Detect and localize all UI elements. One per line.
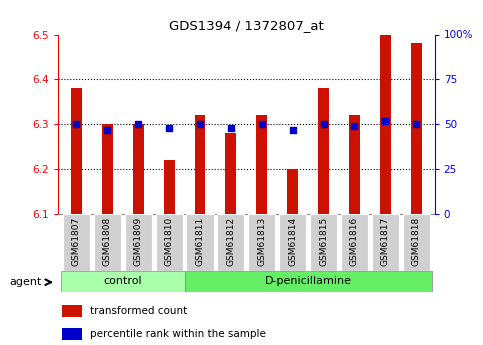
Point [289, 127, 297, 132]
Point [382, 118, 389, 124]
Point [351, 123, 358, 129]
Bar [156, 214, 183, 271]
Bar [380, 34, 391, 214]
Text: GSM61817: GSM61817 [381, 217, 390, 266]
Bar [403, 214, 430, 271]
Text: GSM61812: GSM61812 [227, 217, 235, 266]
Bar [248, 214, 275, 271]
Text: GSM61814: GSM61814 [288, 217, 297, 266]
Bar [256, 115, 267, 214]
Text: GSM61816: GSM61816 [350, 217, 359, 266]
Bar [63, 214, 90, 271]
Bar [94, 214, 121, 271]
Point [412, 121, 420, 127]
Title: GDS1394 / 1372807_at: GDS1394 / 1372807_at [169, 19, 324, 32]
Bar [411, 43, 422, 214]
Bar [102, 124, 113, 214]
Text: GSM61808: GSM61808 [103, 217, 112, 266]
Point [72, 121, 80, 127]
Point [134, 121, 142, 127]
Bar [186, 214, 213, 271]
Bar [287, 169, 298, 214]
Text: transformed count: transformed count [90, 306, 187, 316]
Bar [62, 305, 83, 317]
Bar [310, 214, 337, 271]
Text: control: control [103, 276, 142, 286]
Bar [372, 214, 399, 271]
Bar [195, 115, 205, 214]
Text: GSM61807: GSM61807 [72, 217, 81, 266]
Bar [217, 214, 244, 271]
Bar [349, 115, 360, 214]
Bar [61, 271, 185, 292]
Bar [279, 214, 306, 271]
Point [103, 127, 111, 132]
Point [196, 121, 204, 127]
Bar [71, 88, 82, 214]
Text: percentile rank within the sample: percentile rank within the sample [90, 329, 266, 339]
Bar [341, 214, 368, 271]
Point [227, 125, 235, 130]
Text: agent: agent [10, 277, 42, 287]
Text: GSM61813: GSM61813 [257, 217, 266, 266]
Point [258, 121, 266, 127]
Text: GSM61810: GSM61810 [165, 217, 173, 266]
Text: D-penicillamine: D-penicillamine [265, 276, 352, 286]
Bar [164, 160, 174, 214]
Text: GSM61809: GSM61809 [134, 217, 143, 266]
Text: GSM61818: GSM61818 [412, 217, 421, 266]
Bar [318, 88, 329, 214]
Bar [125, 214, 152, 271]
Text: GSM61815: GSM61815 [319, 217, 328, 266]
Bar [185, 271, 432, 292]
Bar [133, 124, 143, 214]
Point [165, 125, 173, 130]
Bar [226, 133, 236, 214]
Text: GSM61811: GSM61811 [196, 217, 204, 266]
Point [320, 121, 327, 127]
Bar [62, 328, 83, 340]
